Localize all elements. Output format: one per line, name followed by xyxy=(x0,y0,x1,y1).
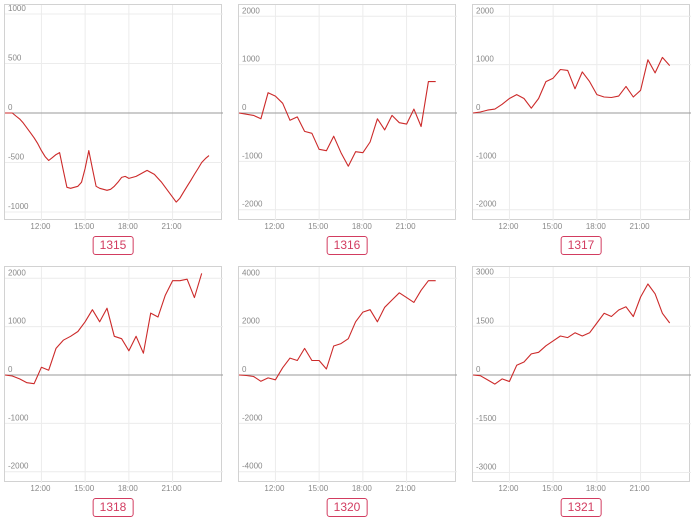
x-tick-label: 15:00 xyxy=(308,484,329,493)
x-tick-label: 21:00 xyxy=(629,222,650,231)
chart-panel-1317: 2000 1000 0 -1000 -2000 12:00 15:00 18:00 21:00 1… xyxy=(468,0,691,258)
y-tick-label: -2000 xyxy=(8,462,29,471)
y-tick-label: 0 xyxy=(8,103,13,112)
plot-area: 2000 1000 0 -1000 -2000 xyxy=(472,4,691,221)
x-tick-label: 18:00 xyxy=(117,222,138,231)
y-tick-label: 1000 xyxy=(476,55,494,64)
series-line xyxy=(4,273,203,385)
x-tick-label: 21:00 xyxy=(395,222,416,231)
plot-area: 3000 1500 0 -1500 -3000 xyxy=(472,266,691,483)
y-tick-label: -2000 xyxy=(476,200,497,209)
x-tick-label: 15:00 xyxy=(74,222,95,231)
series-line xyxy=(472,283,671,385)
chart-svg-1315: 1000 500 0 -500 -1000 xyxy=(5,4,223,221)
y-tick-label: 1500 xyxy=(476,316,494,325)
y-tick-label: 2000 xyxy=(242,6,260,15)
y-tick-label: -1000 xyxy=(8,202,29,211)
x-tick-label: 18:00 xyxy=(585,222,606,231)
y-tick-label: 0 xyxy=(476,365,481,374)
series-line xyxy=(238,280,436,382)
chart-svg-1320: 4000 2000 0 -2000 -4000 xyxy=(238,267,457,483)
chart-id-badge: 1321 xyxy=(560,498,602,517)
x-tick-label: 12:00 xyxy=(30,484,51,493)
y-tick-label: 2000 xyxy=(476,6,494,15)
x-tick-label: 15:00 xyxy=(308,222,329,231)
series-line xyxy=(238,81,436,167)
y-tick-label: -500 xyxy=(8,153,25,162)
y-tick-label: 4000 xyxy=(242,268,260,277)
y-tick-label: 1000 xyxy=(8,317,26,326)
chart-svg-1316: 2000 1000 0 -1000 -2000 xyxy=(238,5,457,221)
x-tick-label: 21:00 xyxy=(161,222,182,231)
x-tick-label: 15:00 xyxy=(74,484,95,493)
y-tick-label: 0 xyxy=(476,103,481,112)
chart-svg-1318: 2000 1000 0 -1000 -2000 xyxy=(4,267,223,483)
y-tick-label: 500 xyxy=(8,53,22,62)
plot-area: 2000 1000 0 -1000 -2000 xyxy=(4,266,223,483)
y-tick-label: 2000 xyxy=(242,317,260,326)
y-tick-label: -1000 xyxy=(476,151,497,160)
plot-area: 4000 2000 0 -2000 -4000 xyxy=(238,266,457,483)
x-tick-label: 18:00 xyxy=(351,222,372,231)
x-tick-label: 18:00 xyxy=(351,484,372,493)
chart-panel-1315: 1000 500 0 -500 -1000 12:00 15:00 18:00 21:00 131… xyxy=(0,0,223,258)
x-tick-label: 12:00 xyxy=(498,484,519,493)
x-tick-label: 21:00 xyxy=(629,484,650,493)
y-tick-label: 1000 xyxy=(8,4,26,13)
y-tick-label: -4000 xyxy=(242,462,263,471)
x-tick-label: 12:00 xyxy=(264,222,285,231)
chart-panel-1321: 3000 1500 0 -1500 -3000 12:00 15:00 18:00 21:00 1… xyxy=(468,262,691,520)
y-tick-label: 3000 xyxy=(476,268,494,277)
chart-id-badge: 1320 xyxy=(326,498,368,517)
y-tick-label: -3000 xyxy=(476,463,497,472)
chart-id-badge: 1315 xyxy=(92,236,134,255)
series-line xyxy=(472,56,671,114)
chart-id-badge: 1317 xyxy=(560,236,602,255)
chart-id-badge: 1318 xyxy=(92,498,134,517)
x-tick-label: 12:00 xyxy=(264,484,285,493)
x-tick-label: 12:00 xyxy=(30,222,51,231)
series-line xyxy=(5,112,210,203)
x-tick-label: 15:00 xyxy=(542,484,563,493)
chart-panel-1318: 2000 1000 0 -1000 -2000 12:00 15:00 18:00 21:00 1… xyxy=(0,262,223,520)
y-tick-label: -1000 xyxy=(8,413,29,422)
y-tick-label: 0 xyxy=(242,365,247,374)
y-tick-label: -1500 xyxy=(476,414,497,423)
y-tick-label: 0 xyxy=(242,103,247,112)
x-tick-label: 18:00 xyxy=(117,484,138,493)
y-tick-label: 2000 xyxy=(8,268,26,277)
x-tick-label: 18:00 xyxy=(585,484,606,493)
chart-svg-1317: 2000 1000 0 -1000 -2000 xyxy=(472,5,691,221)
x-tick-label: 15:00 xyxy=(542,222,563,231)
y-tick-label: 1000 xyxy=(242,55,260,64)
plot-area: 1000 500 0 -500 -1000 xyxy=(4,4,223,221)
y-tick-label: -1000 xyxy=(242,151,263,160)
y-tick-label: -2000 xyxy=(242,413,263,422)
x-tick-label: 21:00 xyxy=(161,484,182,493)
y-tick-label: -2000 xyxy=(242,200,263,209)
plot-area: 2000 1000 0 -1000 -2000 xyxy=(238,4,457,221)
chart-svg-1321: 3000 1500 0 -1500 -3000 xyxy=(472,267,691,483)
x-tick-label: 12:00 xyxy=(498,222,519,231)
chart-panel-1316: 2000 1000 0 -1000 -2000 12:00 15:00 18:00 21:00 1… xyxy=(234,0,457,258)
chart-id-badge: 1316 xyxy=(326,236,368,255)
y-tick-label: 0 xyxy=(8,365,13,374)
x-tick-label: 21:00 xyxy=(395,484,416,493)
chart-panel-1320: 4000 2000 0 -2000 -4000 12:00 15:00 18:00 21:00 1… xyxy=(234,262,457,520)
